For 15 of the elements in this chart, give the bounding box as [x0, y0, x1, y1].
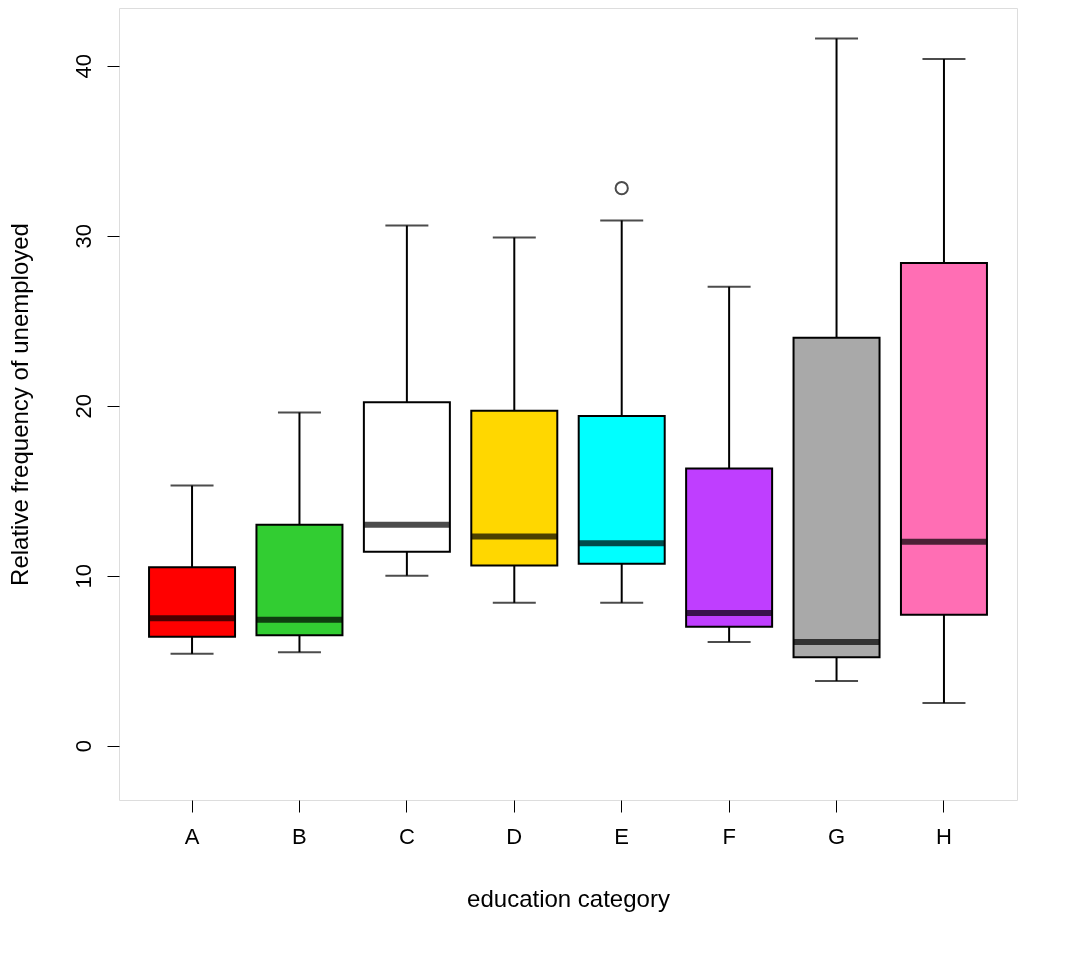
- y-axis-title: Relative frequency of unemployed: [5, 223, 33, 586]
- x-tick-label: C: [398, 823, 415, 849]
- x-axis-title: education category: [467, 884, 670, 912]
- x-tick-label: H: [936, 823, 952, 849]
- x-tick-label: E: [614, 823, 630, 849]
- x-tick-label: B: [292, 823, 307, 849]
- x-tick-label: D: [506, 823, 523, 849]
- x-tick-label: G: [827, 823, 846, 849]
- y-tick-label: 20: [70, 393, 96, 419]
- y-tick-label: 0: [70, 739, 96, 753]
- y-tick-label: 40: [70, 54, 96, 79]
- x-tick-label: F: [722, 823, 736, 849]
- y-tick-label: 10: [70, 563, 96, 589]
- y-tick-label: 30: [70, 224, 96, 249]
- x-tick-label: A: [184, 823, 200, 849]
